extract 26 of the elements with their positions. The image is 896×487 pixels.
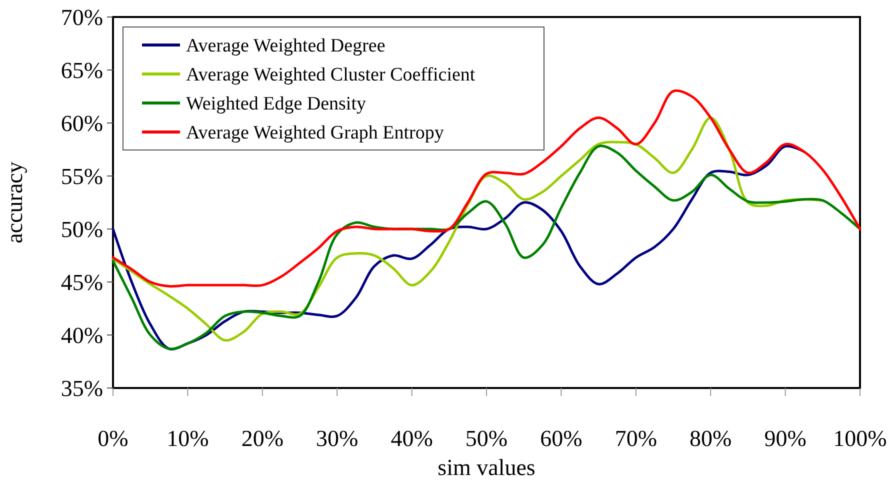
x-tick-label: 30% (316, 426, 358, 451)
x-tick-label: 60% (540, 426, 582, 451)
legend-label: Average Weighted Degree (186, 36, 386, 57)
y-axis-title: accuracy (2, 161, 27, 244)
x-tick-label: 20% (241, 426, 284, 451)
x-tick-label: 90% (764, 426, 806, 451)
x-axis-title: sim values (438, 455, 536, 480)
legend-label: Average Weighted Cluster Coefficient (186, 64, 476, 86)
line-series (112, 90, 862, 288)
y-tick-label: 65% (60, 58, 103, 84)
x-tick-label: 70% (614, 426, 657, 451)
y-tick-label: 50% (60, 217, 103, 242)
legend-label: Weighted Edge Density (186, 94, 366, 115)
x-tick-label: 100% (833, 426, 887, 451)
x-tick-label: 10% (166, 426, 209, 451)
y-tick-label: 60% (60, 111, 103, 136)
y-tick-label: 40% (60, 323, 103, 348)
x-tick-label: 40% (390, 426, 433, 451)
y-tick-label: 45% (60, 270, 103, 296)
legend-label: Average Weighted Graph Entropy (186, 122, 444, 144)
y-tick-label: 35% (60, 376, 103, 402)
x-tick-label: 50% (465, 426, 508, 451)
x-tick-label: 80% (690, 426, 732, 451)
y-tick-label: 70% (60, 5, 103, 30)
x-tick-label: 0% (98, 426, 128, 451)
y-tick-label: 55% (60, 164, 103, 190)
